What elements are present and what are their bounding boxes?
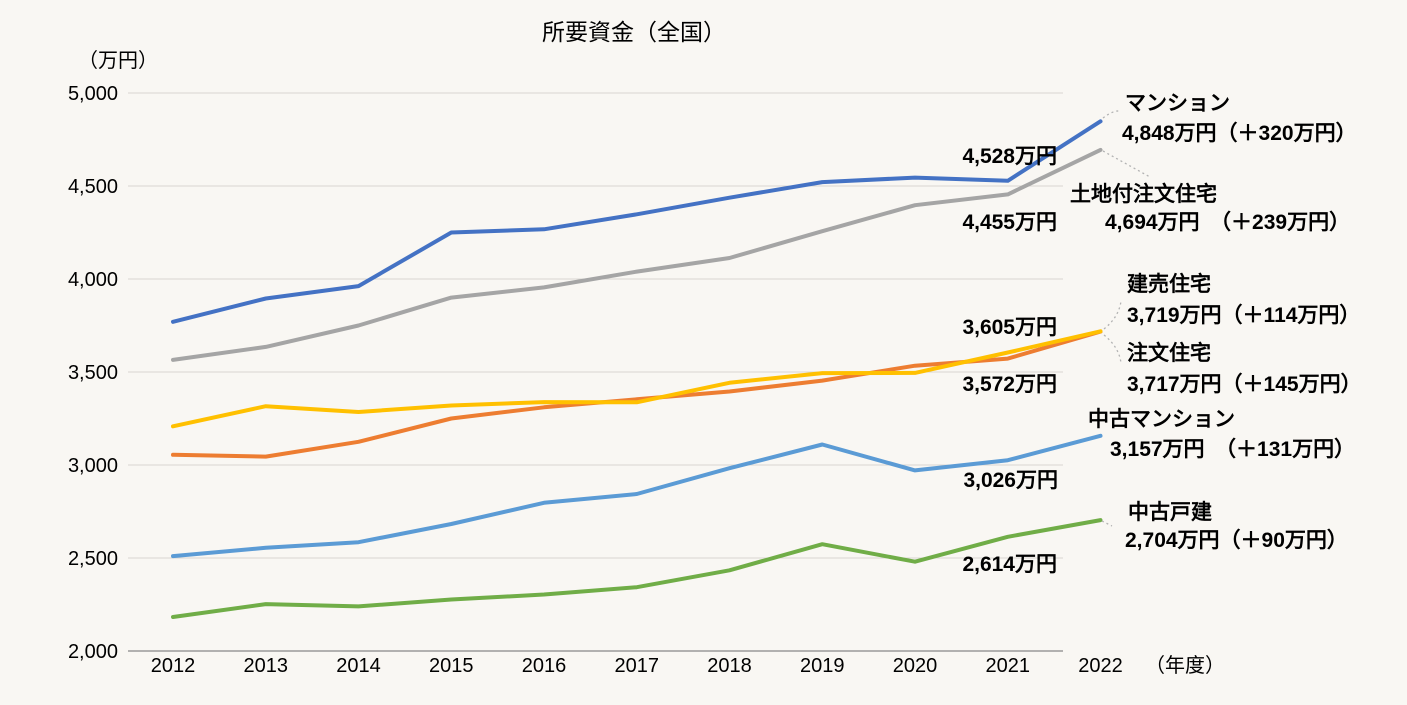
- annotation-leader-line: [1102, 150, 1151, 178]
- series-label-used-detached-house: 中古戸建: [1128, 500, 1212, 524]
- series-label-custom-house: 注文住宅: [1127, 341, 1211, 365]
- series-label-used-mansion: 中古マンション: [1088, 408, 1235, 431]
- x-tick-label: 2022: [1078, 655, 1123, 677]
- series-line-ready-built-house: [171, 329, 1103, 429]
- y-axis-unit-label: （万円）: [78, 49, 158, 72]
- x-tick-label: 2018: [707, 655, 752, 677]
- series-value-2022-mansion: 4,848万円（＋320万円）: [1122, 121, 1357, 145]
- series-value-2022-used-mansion: 3,157万円 （＋131万円）: [1110, 437, 1355, 461]
- series-value-2021-mansion: 4,528万円: [962, 145, 1057, 168]
- x-tick-label: 2019: [800, 655, 845, 677]
- x-tick-label: 2013: [244, 655, 289, 677]
- x-tick-label: 2020: [893, 655, 938, 677]
- tick-layer: 5,000 4,500 4,000 3,500 3,000 2,500 2,000 2012 2…: [68, 83, 1123, 677]
- y-tick-label: 3,500: [68, 362, 118, 384]
- annotation-leader-line: [1103, 300, 1122, 330]
- series-value-2021-ready-built-house: 3,605万円: [962, 316, 1057, 339]
- series-value-2022-ready-built-house: 3,719万円（＋114万円）: [1127, 303, 1360, 327]
- series-label-custom-house-with-land: 土地付注文住宅: [1070, 182, 1217, 206]
- x-tick-label: 2015: [429, 655, 474, 677]
- y-tick-label: 4,000: [68, 269, 118, 291]
- series-value-2021-custom-house: 3,572万円: [962, 373, 1057, 396]
- annotation-leader-line: [1101, 520, 1113, 527]
- annotation-leader-line: [1102, 110, 1122, 119]
- x-tick-label: 2021: [986, 655, 1031, 677]
- x-tick-label: 2012: [151, 655, 196, 677]
- x-tick-label: 2017: [615, 655, 660, 677]
- series-value-2022-used-detached-house: 2,704万円（＋90万円）: [1125, 528, 1348, 552]
- series-value-2021-used-mansion: 3,026万円: [963, 469, 1058, 492]
- y-tick-label: 5,000: [68, 83, 118, 105]
- chart-title: 所要資金（全国）: [542, 19, 726, 45]
- x-tick-label: 2016: [522, 655, 567, 677]
- series-value-2021-used-detached-house: 2,614万円: [962, 553, 1057, 576]
- series-line-used-mansion: [171, 433, 1103, 559]
- y-tick-label: 4,500: [68, 176, 118, 198]
- series-line-custom-house-with-land: [171, 147, 1103, 362]
- y-tick-label: 3,000: [68, 455, 118, 477]
- series-label-ready-built-house: 建売住宅: [1127, 272, 1211, 296]
- series-layer: [171, 119, 1103, 619]
- x-tick-label: 2014: [336, 655, 381, 677]
- annotation-leader-line: [1103, 334, 1122, 364]
- x-axis-unit-label: （年度）: [1145, 654, 1225, 677]
- series-line-mansion: [171, 119, 1103, 324]
- series-value-2021-custom-house-with-land: 4,455万円: [962, 211, 1057, 234]
- series-line-used-detached-house: [171, 518, 1103, 619]
- grid-layer: [128, 92, 1063, 652]
- series-value-2022-custom-house: 3,717万円（＋145万円）: [1127, 372, 1362, 396]
- y-tick-label: 2,000: [68, 641, 118, 663]
- series-label-mansion: マンション: [1125, 92, 1230, 115]
- series-line-custom-house: [171, 329, 1103, 459]
- series-value-2022-custom-house-with-land: 4,694万円 （＋239万円）: [1105, 210, 1350, 234]
- y-tick-label: 2,500: [68, 548, 118, 570]
- leader-layer: [1101, 110, 1151, 527]
